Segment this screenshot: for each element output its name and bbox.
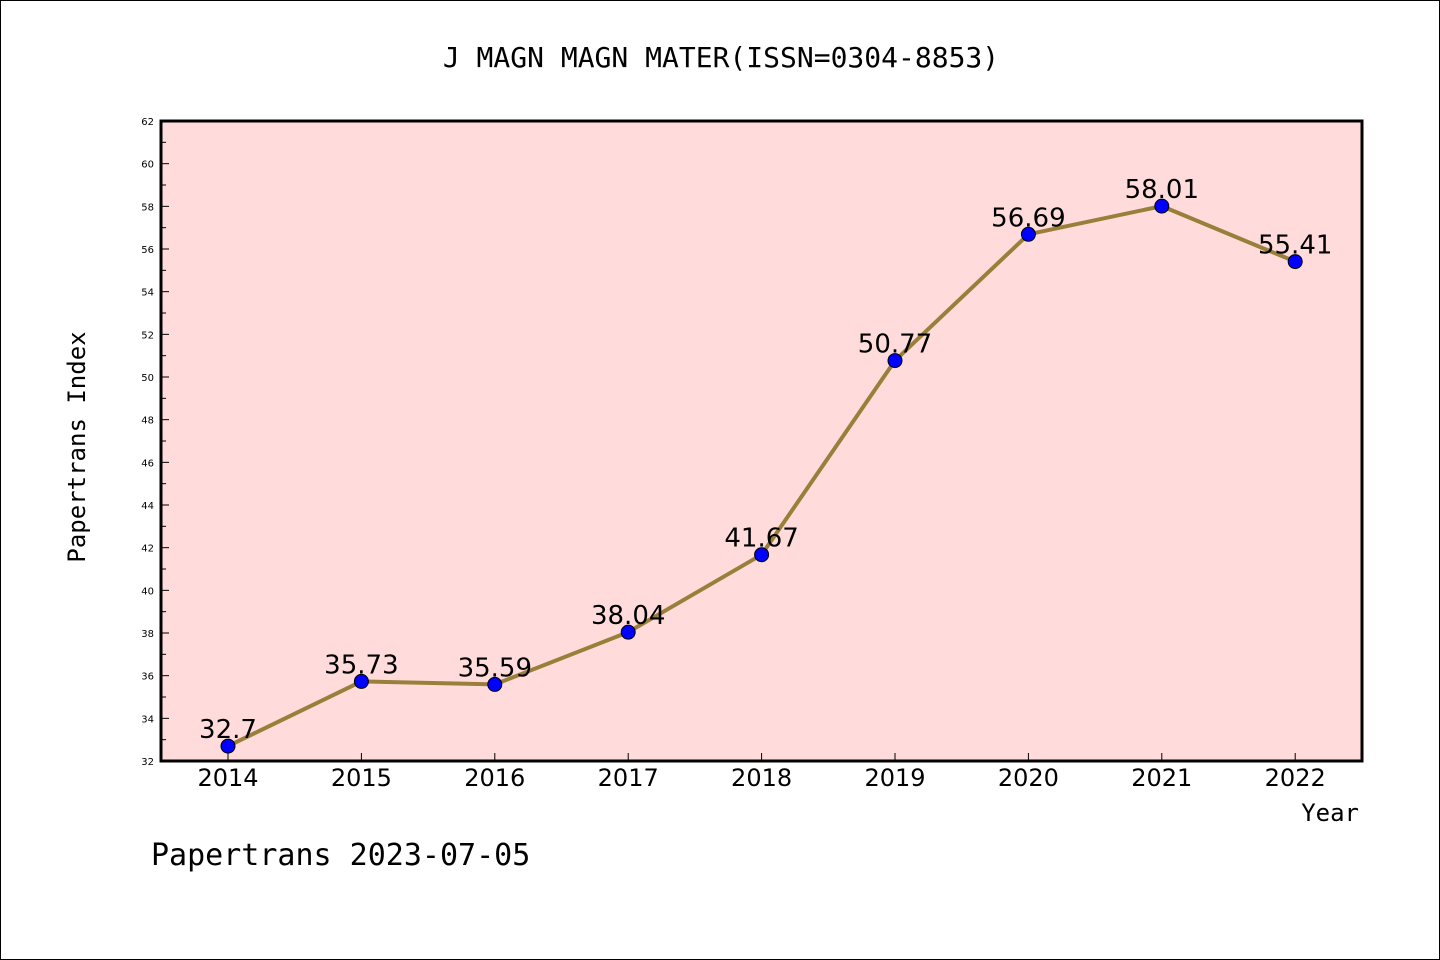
data-label-2017: 38.04 (591, 601, 665, 631)
y-axis: 32 34 36 38 40 42 44 46 48 50 52 54 56 58 60 62 (141, 117, 169, 768)
data-label-2015: 35.73 (324, 650, 398, 680)
data-label-2019: 50.77 (858, 330, 932, 360)
data-point-2016 (487, 676, 503, 692)
y-tick-label-38: 38 (141, 629, 154, 640)
x-tick-label-2022: 2022 (1265, 764, 1326, 792)
data-label-2018: 41.67 (724, 524, 798, 554)
y-tick-label-40: 40 (141, 586, 154, 597)
data-point-2015 (353, 673, 369, 689)
y-tick-label-50: 50 (141, 373, 154, 384)
data-labels: 32.7 35.73 35.59 38.04 41.67 50.77 56.69 58.01 5… (199, 175, 1332, 745)
series-markers (220, 198, 1303, 754)
y-tick-label-32: 32 (141, 757, 154, 768)
data-point-2017 (620, 624, 636, 640)
y-tick-label-48: 48 (141, 416, 154, 427)
y-tick-label-44: 44 (141, 501, 154, 512)
chart-title: J MAGN MAGN MATER(ISSN=0304-8853) (443, 41, 999, 74)
y-tick-label-52: 52 (141, 330, 154, 341)
x-tick-label-2021: 2021 (1131, 764, 1192, 792)
data-point-2020 (1020, 226, 1036, 242)
data-point-2014 (220, 738, 236, 754)
data-label-2014: 32.7 (199, 715, 257, 745)
footer-text: Papertrans 2023-07-05 (151, 838, 530, 873)
y-tick-label-42: 42 (141, 544, 154, 555)
x-tick-label-2015: 2015 (331, 764, 392, 792)
data-point-2022 (1287, 254, 1303, 270)
data-label-2022: 55.41 (1258, 231, 1332, 261)
x-tick-label-2020: 2020 (998, 764, 1059, 792)
y-tick-label-58: 58 (141, 202, 154, 213)
x-axis: 2014 2015 2016 2017 2018 2019 2020 2021 2022 (197, 753, 1326, 792)
y-tick-label-34: 34 (141, 714, 154, 725)
data-point-2018 (754, 547, 770, 563)
y-tick-label-54: 54 (141, 288, 154, 299)
y-tick-label-60: 60 (141, 160, 154, 171)
y-tick-label-62: 62 (141, 117, 154, 128)
x-tick-label-2017: 2017 (598, 764, 659, 792)
y-tick-label-56: 56 (141, 245, 154, 256)
x-tick-label-2018: 2018 (731, 764, 792, 792)
y-tick-label-46: 46 (141, 458, 154, 469)
data-label-2021: 58.01 (1125, 175, 1199, 205)
x-tick-label-2014: 2014 (197, 764, 258, 792)
y-axis-label: Papertrans Index (63, 331, 91, 562)
x-tick-label-2016: 2016 (464, 764, 525, 792)
data-point-2021 (1154, 198, 1170, 214)
y-tick-label-36: 36 (141, 672, 154, 683)
data-label-2020: 56.69 (991, 203, 1065, 233)
x-tick-label-2019: 2019 (864, 764, 925, 792)
data-point-2019 (887, 353, 903, 369)
x-axis-label: Year (1301, 799, 1359, 827)
plot-area (159, 119, 1364, 763)
data-label-2016: 35.59 (458, 653, 532, 683)
